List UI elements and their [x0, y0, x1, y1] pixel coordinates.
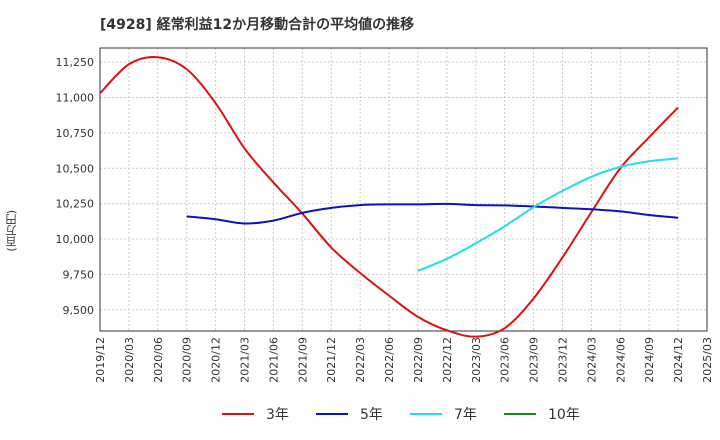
- x-tick-label: 2020/06: [152, 337, 165, 383]
- plot-area: [100, 48, 707, 331]
- x-tick-label: 2023/09: [528, 337, 541, 383]
- y-tick-label: 9,750: [63, 268, 95, 281]
- series-line-3: [417, 157, 679, 272]
- y-tick-label: 11,000: [56, 92, 95, 105]
- x-tick-label: 2022/09: [412, 337, 425, 383]
- x-tick-label: 2022/06: [383, 337, 396, 383]
- x-tick-label: 2023/12: [556, 337, 569, 383]
- x-tick-label: 2022/12: [441, 337, 454, 383]
- y-tick-label: 10,000: [56, 233, 95, 246]
- legend-label-3: 7年: [454, 407, 477, 423]
- legend-label-2: 5年: [360, 407, 383, 423]
- x-tick-label: 2022/03: [354, 337, 367, 383]
- x-tick-label: 2025/03: [701, 337, 714, 383]
- legend-label-1: 3年: [266, 407, 289, 423]
- y-tick-label: 9,500: [63, 304, 95, 317]
- x-tick-label: 2024/09: [643, 337, 656, 383]
- chart-title: [4928] 経常利益12か月移動合計の平均値の推移: [100, 17, 415, 33]
- x-tick-label: 2021/03: [239, 337, 252, 383]
- x-tick-label: 2020/03: [123, 337, 136, 383]
- x-tick-label: 2024/12: [672, 337, 685, 383]
- y-tick-label: 10,500: [56, 162, 95, 175]
- x-tick-label: 2021/09: [296, 337, 309, 383]
- x-tick-label: 2021/12: [325, 337, 338, 383]
- x-tick-label: 2024/03: [585, 337, 598, 383]
- x-tick-label: 2023/03: [470, 337, 483, 383]
- x-tick-label: 2020/12: [210, 337, 223, 383]
- series-line-2: [186, 202, 679, 225]
- x-tick-label: 2020/09: [181, 337, 194, 383]
- y-tick-label: 11,250: [56, 56, 95, 69]
- y-tick-label: 10,750: [56, 127, 95, 140]
- y-tick-label: 10,250: [56, 198, 95, 211]
- x-tick-label: 2019/12: [94, 337, 107, 383]
- plot-border: [99, 47, 708, 332]
- legend-label-4: 10年: [548, 407, 580, 423]
- x-tick-label: 2024/06: [614, 337, 627, 383]
- x-tick-label: 2023/06: [499, 337, 512, 383]
- x-tick-label: 2021/06: [267, 337, 280, 383]
- series-line-1: [99, 56, 679, 338]
